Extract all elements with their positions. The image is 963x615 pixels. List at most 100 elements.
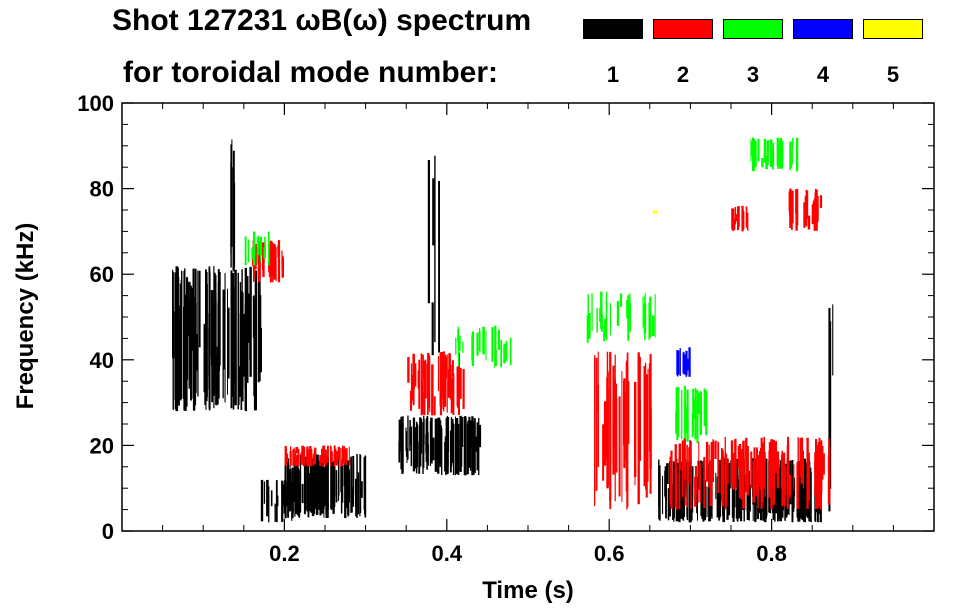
spectral-streak [737, 206, 740, 227]
spectral-streak [284, 472, 286, 519]
spectral-streak [300, 452, 302, 463]
spectral-streak [674, 444, 677, 507]
spectral-streak [243, 313, 245, 377]
spectral-streak [262, 249, 265, 268]
spectral-streak [343, 446, 346, 462]
spectral-streak [346, 457, 348, 465]
spectral-streak [252, 295, 255, 338]
spectral-streak [301, 445, 304, 465]
spectral-streak [295, 447, 298, 454]
spectral-streak [789, 474, 792, 498]
spectral-streak [340, 447, 342, 467]
spectral-streak [197, 270, 199, 397]
spectral-streak [285, 447, 287, 466]
y-tick-label: 80 [90, 177, 114, 202]
spectral-streak [198, 270, 201, 348]
spectral-streak [684, 461, 686, 506]
spectral-streak [700, 460, 702, 498]
spectral-streak [183, 306, 186, 400]
spectral-streak [746, 212, 749, 231]
spectral-streak [772, 149, 775, 166]
spectral-streak [444, 436, 446, 472]
spectral-streak [765, 463, 768, 519]
spectral-streak [626, 381, 630, 444]
spectral-streak [703, 457, 706, 509]
spectral-streak [761, 158, 764, 168]
spectral-streak [447, 445, 449, 474]
spectral-streak [311, 470, 314, 498]
spectral-streak [605, 291, 608, 331]
spectral-streak [274, 258, 277, 277]
spectral-streak [319, 455, 322, 467]
x-tick-label: 0.4 [432, 541, 463, 566]
legend-swatch-n1 [583, 19, 643, 39]
spectral-streak [294, 447, 296, 467]
spectral-streak [828, 447, 831, 505]
spectral-streak [439, 352, 443, 416]
spectral-streak [797, 437, 799, 510]
spectral-streak [455, 337, 457, 355]
spectral-streak [796, 462, 798, 509]
spectral-streak [247, 239, 249, 263]
spectral-streak [277, 245, 280, 258]
spectral-streak [468, 416, 471, 468]
spectral-streak [621, 371, 623, 503]
spectral-streak [179, 318, 182, 401]
spectral-streak [405, 431, 408, 457]
spectral-streak [634, 384, 636, 486]
spectral-streak [711, 444, 714, 475]
spectral-streak [407, 357, 410, 383]
spectral-streak [478, 417, 480, 476]
spectral-streak [734, 440, 736, 466]
spectral-streak [741, 448, 744, 501]
spectral-streak [414, 363, 417, 387]
spectral-streak [441, 353, 443, 399]
spectral-streak [685, 353, 688, 377]
axis-ticks: 0.2 0.4 0.6 0.8 0 20 40 60 80 100 [77, 91, 934, 566]
spectral-streak [752, 461, 754, 503]
spectral-streak [298, 484, 301, 517]
spectral-streak [815, 197, 817, 231]
spectral-streak [433, 396, 436, 416]
spectral-streak [286, 453, 289, 463]
spectral-streak [763, 437, 765, 489]
spectral-streak [256, 236, 258, 265]
spectral-streak [771, 440, 774, 467]
spectral-streak [458, 352, 460, 415]
spectral-streak [330, 451, 333, 463]
spectral-streak [258, 240, 261, 278]
y-tick-label: 20 [90, 433, 114, 458]
spectral-streak [350, 456, 353, 513]
spectral-streak [407, 415, 409, 460]
spectral-streak [322, 477, 325, 510]
spectral-streak [638, 356, 641, 407]
spectral-streak [448, 417, 450, 452]
spectral-streak [676, 387, 679, 441]
spectral-streak [324, 449, 327, 465]
spectral-streak [272, 242, 274, 272]
spectral-streak [472, 333, 474, 367]
spectral-streak [682, 351, 685, 374]
y-axis-label: Frequency (kHz) [12, 223, 39, 410]
spectral-streak [416, 423, 419, 468]
spectral-streak [232, 150, 235, 272]
spectral-streak [297, 448, 300, 466]
spectral-streak [347, 466, 350, 516]
spectral-streak [763, 138, 767, 163]
spectral-streak [811, 204, 814, 225]
spectral-streak [683, 438, 686, 469]
spectral-streak [458, 335, 461, 351]
spectral-streak [244, 236, 247, 266]
y-tick-label: 40 [90, 348, 114, 373]
spectral-streak [779, 138, 782, 169]
spectral-streak [232, 314, 235, 383]
x-tick-label: 0.6 [594, 541, 625, 566]
spectral-streak [699, 462, 701, 503]
spectral-streak [422, 354, 424, 380]
spectral-streak [658, 459, 660, 507]
spectral-streak [426, 445, 428, 470]
spectral-streak [431, 364, 434, 416]
spectral-streak [341, 465, 344, 503]
spectral-streak [614, 379, 616, 450]
